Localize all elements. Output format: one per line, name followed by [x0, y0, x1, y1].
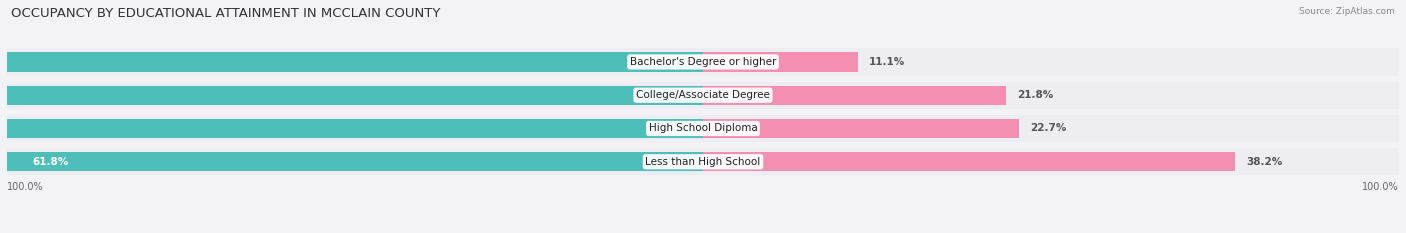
- Bar: [703, 86, 1007, 105]
- Bar: [703, 152, 1234, 171]
- Bar: [703, 52, 858, 72]
- Text: 38.2%: 38.2%: [1246, 157, 1282, 167]
- Text: Bachelor's Degree or higher: Bachelor's Degree or higher: [630, 57, 776, 67]
- Text: 22.7%: 22.7%: [1031, 123, 1067, 134]
- Text: High School Diploma: High School Diploma: [648, 123, 758, 134]
- Bar: [703, 119, 1019, 138]
- Text: College/Associate Degree: College/Associate Degree: [636, 90, 770, 100]
- Text: 100.0%: 100.0%: [7, 182, 44, 192]
- Text: 100.0%: 100.0%: [1362, 182, 1399, 192]
- Bar: [7, 48, 703, 75]
- Bar: [703, 48, 1399, 75]
- Bar: [7, 82, 703, 109]
- Text: OCCUPANCY BY EDUCATIONAL ATTAINMENT IN MCCLAIN COUNTY: OCCUPANCY BY EDUCATIONAL ATTAINMENT IN M…: [11, 7, 440, 20]
- Bar: [0, 152, 703, 171]
- Bar: [0, 119, 703, 138]
- Text: 21.8%: 21.8%: [1018, 90, 1054, 100]
- Bar: [7, 148, 703, 175]
- Bar: [703, 148, 1399, 175]
- Bar: [703, 82, 1399, 109]
- Text: 61.8%: 61.8%: [32, 157, 69, 167]
- Bar: [0, 52, 703, 72]
- Text: Less than High School: Less than High School: [645, 157, 761, 167]
- Text: 11.1%: 11.1%: [869, 57, 905, 67]
- Text: Source: ZipAtlas.com: Source: ZipAtlas.com: [1299, 7, 1395, 16]
- Bar: [0, 86, 703, 105]
- Bar: [7, 115, 703, 142]
- Bar: [703, 115, 1399, 142]
